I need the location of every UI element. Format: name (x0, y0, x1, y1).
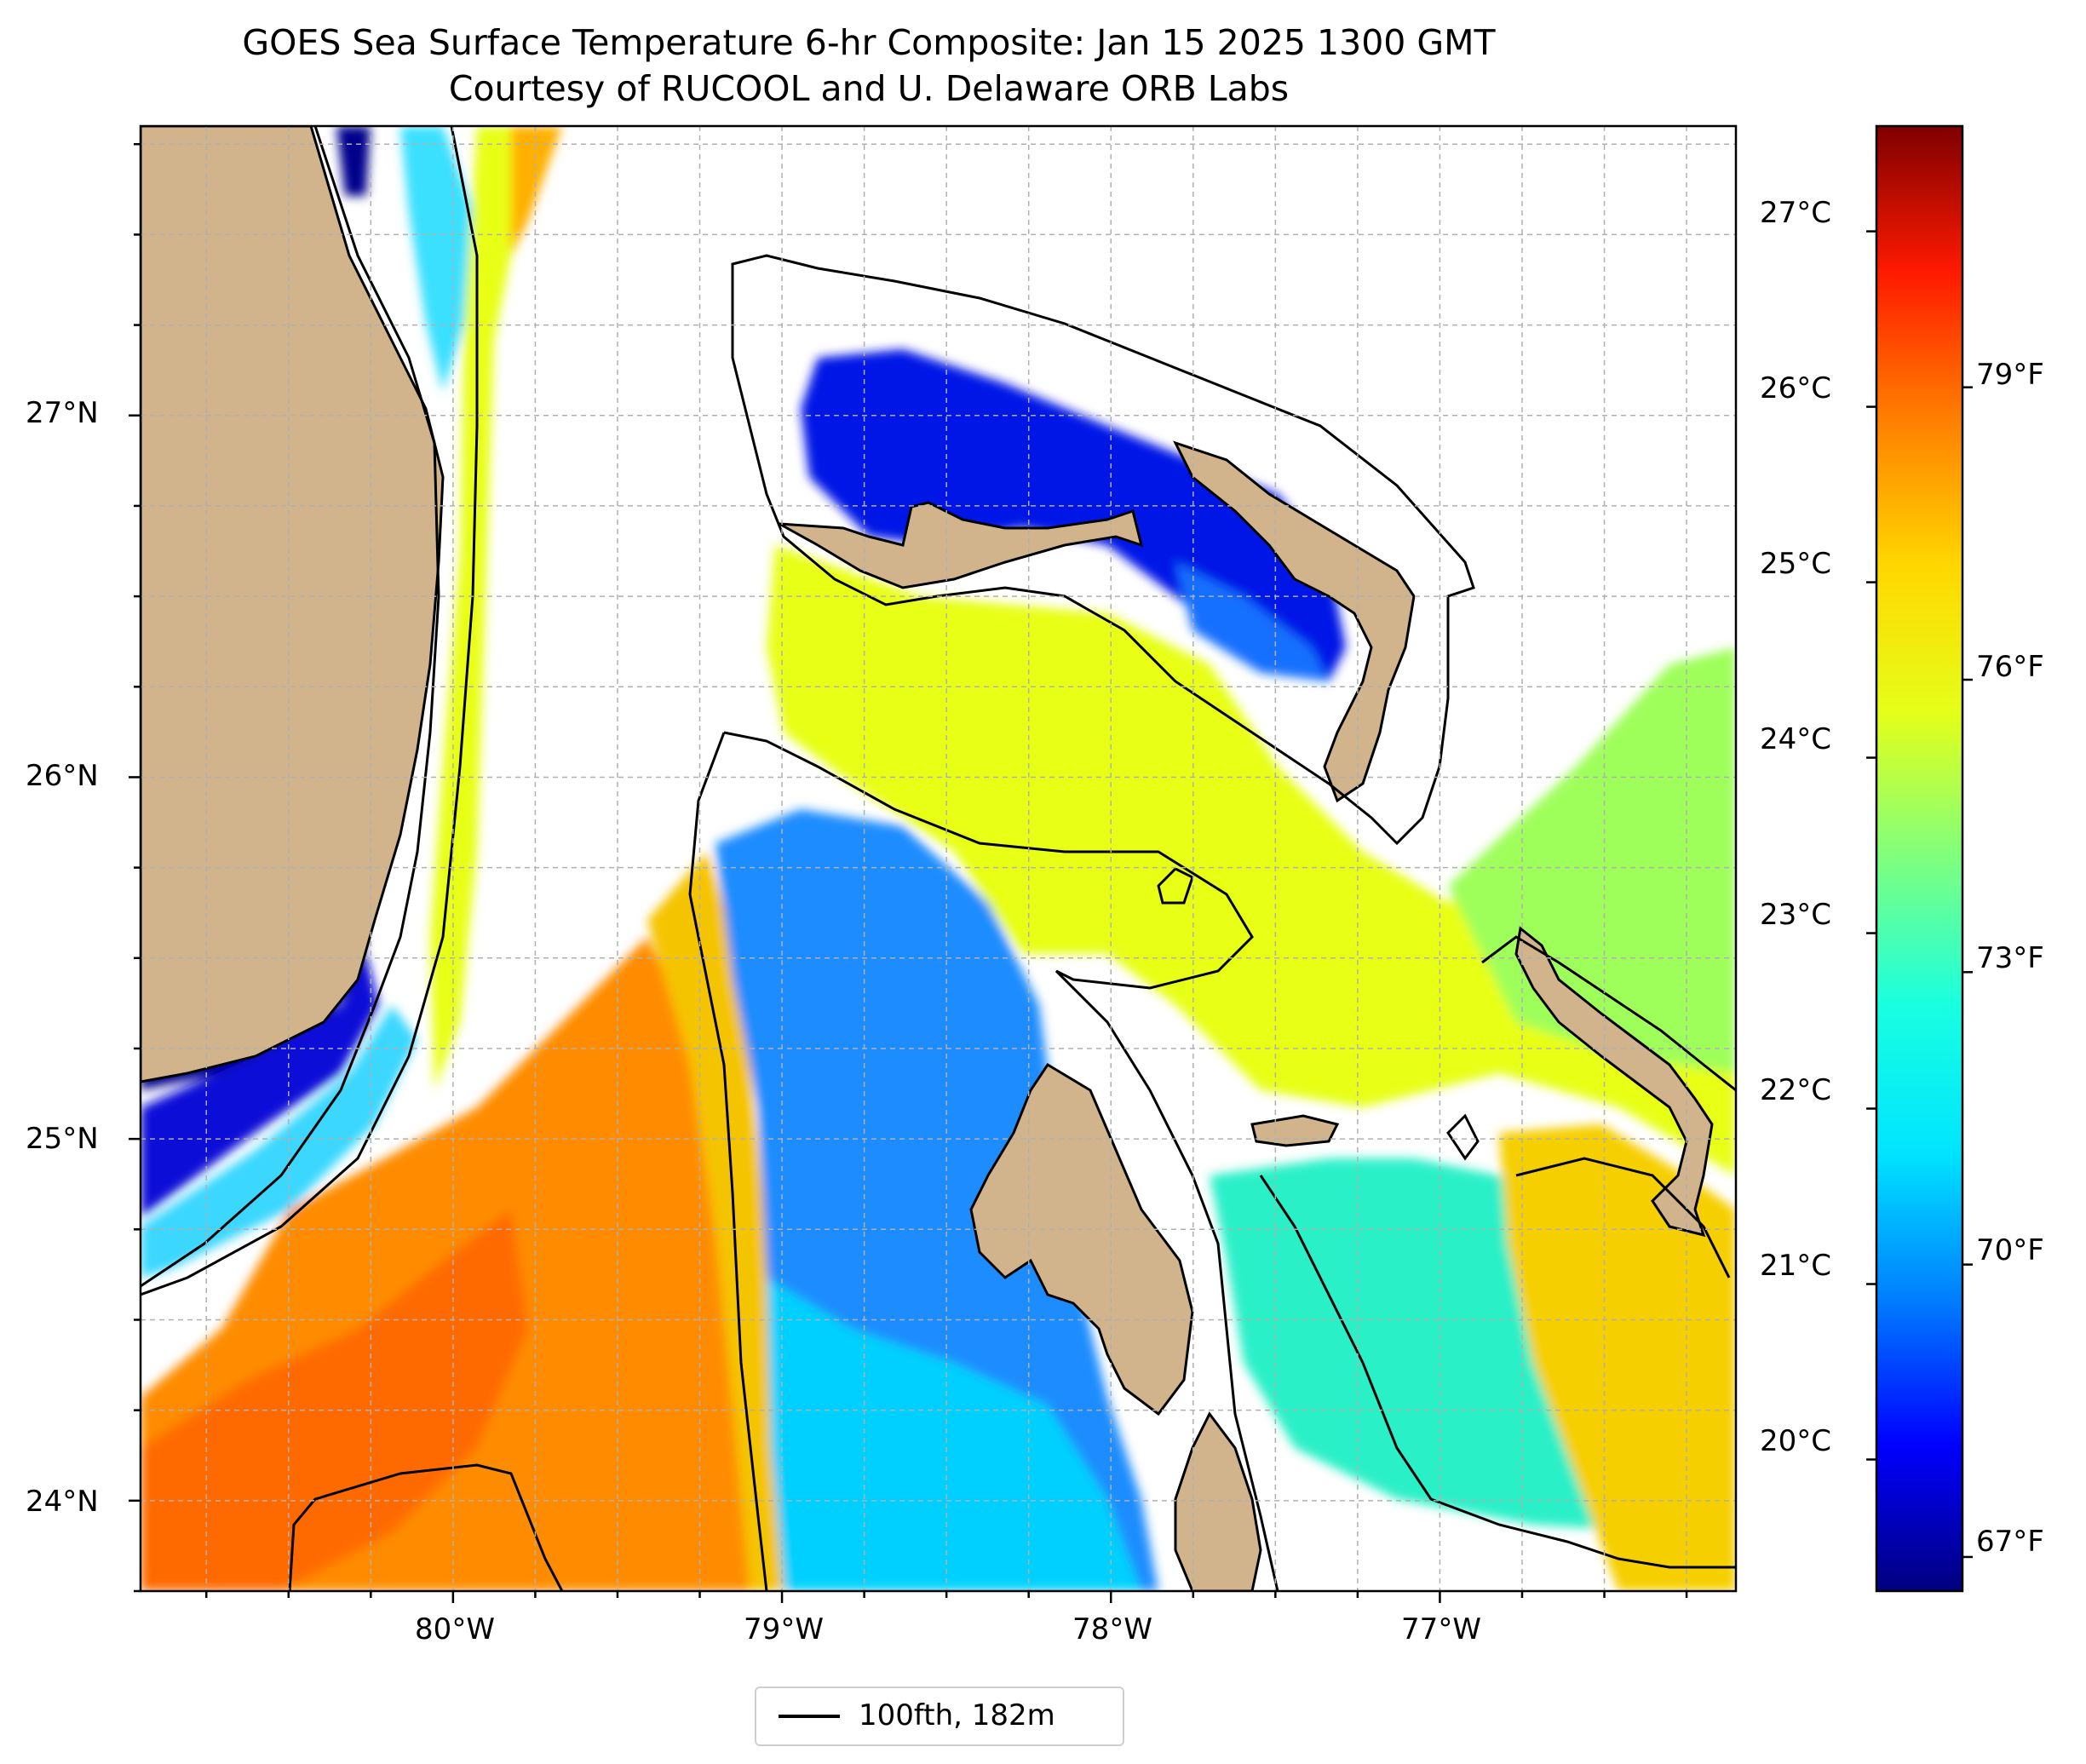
legend-line-swatch (779, 1715, 840, 1718)
sst-patch-southeast-yellow (1499, 1124, 1736, 1591)
colorbar-celsius-label: 24°C (1760, 722, 1832, 756)
sst-patch-florida-strait-yellow (647, 852, 796, 1591)
lon-tick-label: 78°W (1072, 1612, 1152, 1646)
land-new-providence (1250, 1114, 1340, 1147)
sst-patch-east-green (1448, 647, 1736, 1073)
lon-tick-label: 79°W (744, 1612, 824, 1646)
chart-title: GOES Sea Surface Temperature 6-hr Compos… (242, 22, 1496, 63)
gridlines (141, 126, 1736, 1591)
colorbar-fahrenheit-label: 73°F (1976, 941, 2044, 975)
lon-tick-label: 77°W (1401, 1612, 1481, 1646)
land-florida (141, 126, 445, 1083)
colorbar-celsius-label: 25°C (1760, 547, 1832, 581)
sst-patch-northeast-yellow (767, 545, 1736, 1175)
sst-patch-florida-shelf-cyan (141, 1005, 417, 1278)
legend-label: 100fth, 182m (859, 1698, 1055, 1732)
lon-tick-label: 80°W (415, 1612, 495, 1646)
isobath-little-bahama-bank (731, 254, 1475, 846)
map-frame (139, 124, 1738, 1593)
isobath-florida-outer (141, 126, 479, 1296)
land (141, 126, 1714, 1591)
colorbar-ticks (1866, 230, 1973, 1559)
colorbar-celsius-label: 21°C (1760, 1249, 1832, 1283)
legend: 100fth, 182m (755, 1686, 1124, 1746)
colorbar-celsius-label: 26°C (1760, 371, 1832, 405)
map-ticks (129, 142, 1688, 1603)
isobath-florida (141, 126, 440, 1288)
colorbar-celsius-label: 23°C (1760, 898, 1832, 932)
land-eleuthera (1514, 926, 1714, 1238)
isobath-100fth (141, 126, 1736, 1591)
land-andros-south (1174, 1411, 1262, 1591)
sst-patch-north-orange-edge (511, 126, 562, 256)
isobath-southwest-shelf (288, 1463, 564, 1591)
isobath-tongue-west (688, 732, 768, 1591)
sst-patch-tongue-cyan (767, 1278, 1141, 1591)
colorbar-fahrenheit-label: 79°F (1976, 358, 2044, 392)
colorbar-celsius-label: 20°C (1760, 1424, 1832, 1458)
land-abaco (1173, 440, 1416, 803)
sst-patch-north-yellow-strip (430, 126, 554, 1090)
sst-patch-north-cyan-strip (400, 126, 477, 392)
colorbar-fahrenheit-label: 70°F (1976, 1233, 2044, 1267)
lat-tick-label: 26°N (26, 759, 99, 793)
chart-subtitle: Courtesy of RUCOOL and U. Delaware ORB L… (448, 68, 1290, 109)
sst-field (141, 126, 1736, 1591)
isobath-exuma-sound (1515, 1157, 1731, 1278)
isobath-great-bahama-bank-west (723, 731, 1279, 1591)
colorbar-celsius-label: 22°C (1760, 1073, 1832, 1107)
colorbar-fahrenheit-label: 76°F (1976, 650, 2044, 684)
land-andros (969, 1062, 1194, 1416)
sst-patch-lbb-light-blue (1175, 562, 1329, 681)
isobath-eleuthera (1481, 935, 1736, 1092)
isobath-small-cay (1446, 1113, 1480, 1161)
sst-patch-orange-deep (141, 1210, 528, 1591)
isobath-exuma (1259, 1175, 1736, 1569)
lat-tick-label: 27°N (26, 396, 99, 430)
sst-patch-dark-blue-north (336, 126, 371, 196)
land-grand-bahama (779, 501, 1144, 589)
colorbar-fahrenheit-label: 67°F (1976, 1525, 2044, 1559)
lat-tick-label: 24°N (26, 1485, 99, 1519)
lat-tick-label: 25°N (26, 1122, 99, 1156)
colorbar-celsius-label: 27°C (1760, 196, 1832, 230)
isobath-cay-sal (1157, 867, 1194, 905)
colorbar (1875, 124, 1964, 1593)
